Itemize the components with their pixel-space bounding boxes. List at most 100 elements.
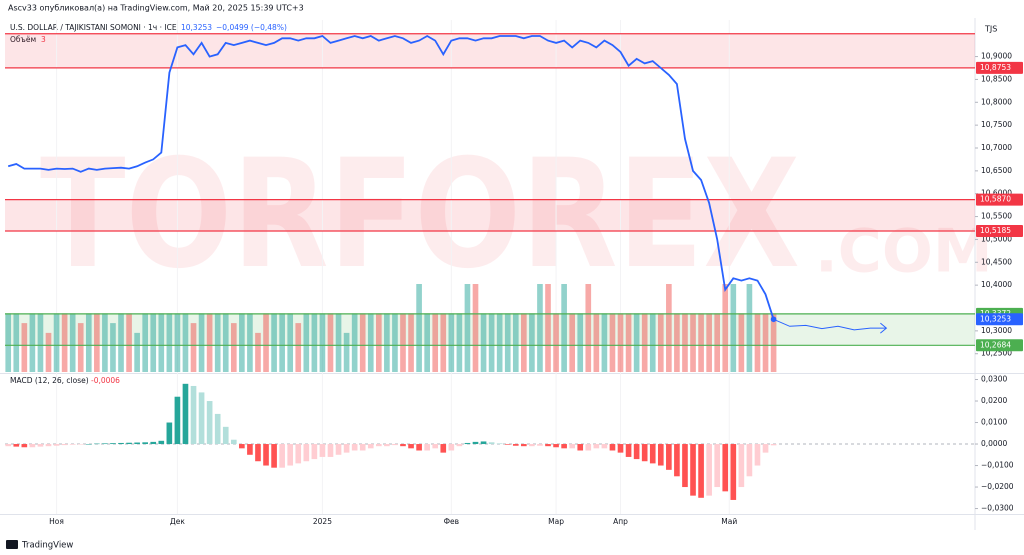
- macd-bar: [295, 444, 302, 464]
- volume-bar: [682, 313, 688, 372]
- level-label: 10,8753: [980, 63, 1011, 72]
- macd-bar: [279, 444, 285, 468]
- volume-bar: [110, 323, 116, 372]
- macd-bar: [85, 444, 92, 445]
- volume-bar: [690, 313, 696, 372]
- macd-bar: [182, 383, 189, 445]
- macd-bar: [255, 444, 261, 462]
- volume-bar: [327, 313, 334, 372]
- volume-bar: [641, 313, 648, 372]
- y-tick-label: 10,5000: [981, 234, 1012, 243]
- volume-bar: [529, 313, 535, 372]
- volume-bar: [746, 284, 753, 372]
- macd-bar: [601, 444, 608, 449]
- volume-bar: [319, 313, 326, 372]
- zone: [5, 199, 975, 231]
- macd-bar: [698, 444, 704, 498]
- x-tick-label: Ноя: [49, 517, 64, 526]
- volume-bar: [408, 313, 414, 372]
- macd-bar: [657, 444, 664, 466]
- macd-bar: [448, 444, 455, 451]
- volume-bar: [239, 313, 245, 372]
- volume-bar: [488, 313, 495, 372]
- volume-bar: [521, 313, 527, 372]
- volume-bar: [190, 323, 197, 372]
- macd-bar: [230, 439, 237, 445]
- volume-bar: [359, 313, 366, 372]
- volume-bar: [303, 313, 310, 372]
- macd-bar: [13, 444, 20, 447]
- y-tick-label: −0,0100: [981, 461, 1014, 470]
- macd-bar: [319, 444, 326, 457]
- macd-bar: [706, 444, 712, 496]
- macd-bar: [190, 385, 197, 445]
- macd-bar: [521, 444, 527, 447]
- volume-bar: [537, 284, 543, 372]
- volume-bar: [674, 313, 680, 372]
- volume-bar: [85, 313, 92, 372]
- price-change: −0,0499 (−0,48%): [216, 23, 287, 32]
- macd-bar: [287, 444, 294, 466]
- volume-bar: [343, 332, 350, 372]
- macd-bar: [327, 444, 334, 457]
- macd-bar: [722, 444, 729, 492]
- macd-bar: [222, 426, 229, 445]
- author-line: Ascv33 опубликовал(а) на TradingView.com…: [8, 4, 304, 13]
- volume-bar: [625, 313, 632, 372]
- volume-value: 3: [41, 35, 46, 44]
- macd-bar: [376, 444, 382, 447]
- macd-bar: [45, 444, 52, 447]
- macd-bar: [271, 444, 277, 468]
- volume-bar: [367, 313, 374, 372]
- volume-bar: [448, 313, 455, 372]
- volume-bar: [45, 332, 52, 372]
- volume-bar: [416, 284, 422, 372]
- macd-bar: [762, 444, 769, 453]
- volume-bar: [384, 313, 390, 372]
- y-tick-label: 10,6500: [981, 166, 1012, 175]
- volume-bar: [182, 313, 189, 372]
- macd-bar: [730, 444, 737, 500]
- volume-bar: [61, 313, 68, 372]
- macd-bar: [440, 444, 447, 453]
- x-tick-label: Мар: [548, 517, 564, 526]
- macd-bar: [545, 444, 551, 447]
- macd-bar: [166, 422, 173, 445]
- volume-bar: [722, 284, 729, 372]
- macd-bar: [359, 444, 366, 451]
- macd-bar: [303, 444, 310, 462]
- macd-bar: [641, 444, 648, 462]
- x-tick-label: Дек: [170, 517, 185, 526]
- volume-bar: [585, 284, 592, 372]
- macd-bar: [408, 444, 414, 449]
- macd-bar: [206, 401, 213, 445]
- x-tick-label: Апр: [613, 517, 628, 526]
- macd-bar: [464, 442, 471, 445]
- volume-bar: [762, 313, 769, 372]
- macd-bar: [400, 444, 406, 447]
- volume-bar: [77, 323, 84, 372]
- volume-bar: [279, 313, 285, 372]
- macd-bar: [214, 413, 221, 445]
- macd-bar: [496, 443, 503, 445]
- y-tick-label: 10,7000: [981, 143, 1012, 152]
- macd-bar: [746, 444, 753, 477]
- volume-bar: [480, 313, 487, 372]
- macd-bar: [649, 444, 656, 464]
- macd-bar: [384, 444, 390, 447]
- volume-bar: [617, 313, 624, 372]
- macd-bar: [150, 441, 157, 445]
- volume-bar: [198, 313, 205, 372]
- volume-bar: [569, 313, 575, 372]
- volume-bar: [440, 313, 447, 372]
- macd-bar: [512, 444, 519, 446]
- level-label-box: [976, 193, 1023, 206]
- volume-bar: [351, 313, 358, 372]
- volume-bar: [424, 313, 430, 372]
- volume-bar: [142, 313, 149, 372]
- macd-bar: [674, 444, 680, 477]
- volume-bar: [247, 313, 253, 372]
- x-tick-label: 2025: [313, 517, 332, 526]
- macd-bar: [609, 444, 616, 451]
